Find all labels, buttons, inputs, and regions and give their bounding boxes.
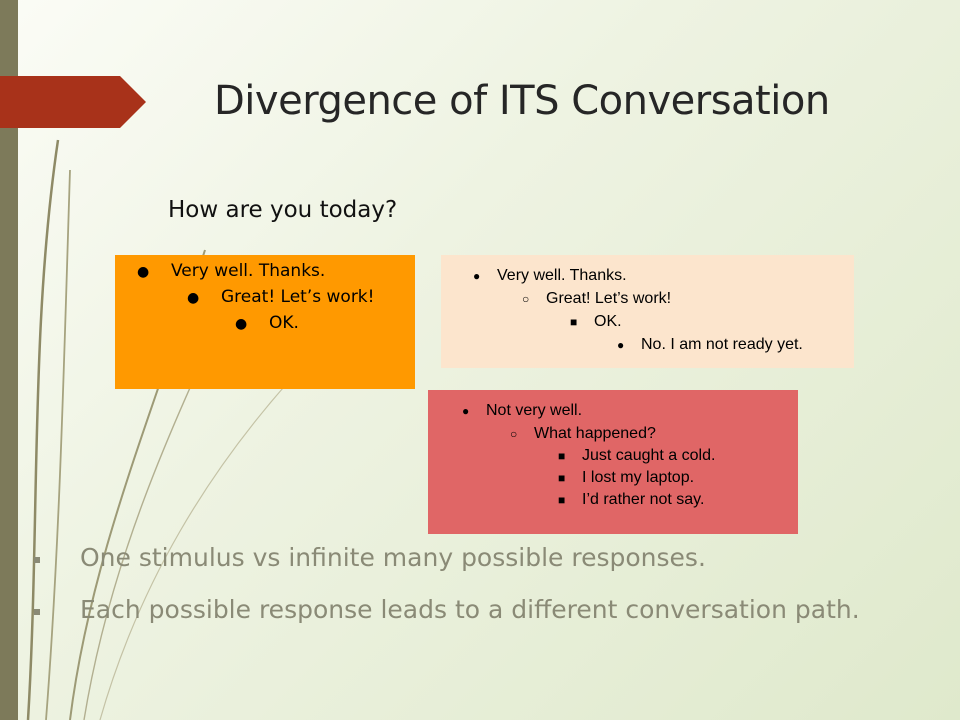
list-item-text: I lost my laptop.	[582, 469, 695, 486]
list-item-text: OK.	[269, 313, 299, 333]
footer-bullet-text: One stimulus vs infinite many possible r…	[80, 543, 706, 572]
question-text: How are you today?	[168, 197, 398, 223]
list-item-text: No. I am not ready yet.	[641, 336, 803, 353]
list-item: ○ Great! Let’s work!	[522, 290, 671, 308]
square-bullet-icon	[34, 557, 40, 563]
list-item-text: What happened?	[534, 425, 656, 442]
list-item: ● No. I am not ready yet.	[617, 336, 803, 354]
list-item: ■ OK.	[570, 313, 622, 331]
bullet-icon: ●	[137, 264, 150, 280]
list-item: ○ What happened?	[510, 425, 656, 443]
list-item: ● Very well. Thanks.	[473, 267, 627, 285]
square-bullet-icon	[34, 609, 40, 615]
list-item-text: OK.	[594, 313, 622, 330]
list-item: ● OK.	[235, 313, 299, 333]
bullet-icon: ●	[235, 316, 248, 332]
list-item-text: I’d rather not say.	[582, 491, 705, 508]
response-box-neutral: ● Very well. Thanks. ○ Great! Let’s work! …	[441, 255, 854, 368]
response-box-negative: ● Not very well. ○ What happened? ■ Just ca…	[428, 390, 798, 534]
list-item: ● Very well. Thanks.	[137, 261, 325, 281]
list-item-text: Very well. Thanks.	[497, 267, 627, 284]
bullet-icon: ■	[558, 449, 566, 463]
bullet-icon: ○	[510, 427, 518, 441]
list-item: ■ I’d rather not say.	[558, 491, 704, 509]
bullet-icon: ■	[570, 315, 578, 329]
list-item-text: Very well. Thanks.	[171, 261, 326, 281]
bullet-icon: ○	[522, 292, 530, 306]
bullet-icon: ■	[558, 471, 566, 485]
list-item-text: Not very well.	[486, 402, 583, 419]
list-item-text: Great! Let’s work!	[546, 290, 672, 307]
list-item: ● Great! Let’s work!	[187, 287, 374, 307]
left-accent-bar	[0, 0, 18, 720]
bullet-icon: ●	[462, 404, 470, 418]
bullet-icon: ●	[473, 269, 481, 283]
response-box-positive: ● Very well. Thanks. ● Great! Let’s work! …	[115, 255, 415, 389]
list-item: ■ I lost my laptop.	[558, 469, 694, 487]
list-item: ● Not very well.	[462, 402, 582, 420]
slide-title: Divergence of ITS Conversation	[214, 78, 830, 124]
list-item-text: Just caught a cold.	[582, 447, 716, 464]
bullet-icon: ●	[617, 338, 625, 352]
list-item-text: Great! Let’s work!	[221, 287, 375, 307]
bullet-icon: ●	[187, 290, 200, 306]
bullet-icon: ■	[558, 493, 566, 507]
title-arrow-icon	[0, 76, 146, 128]
footer-bullet-text: Each possible response leads to a differ…	[80, 595, 860, 624]
list-item: ■ Just caught a cold.	[558, 447, 715, 465]
